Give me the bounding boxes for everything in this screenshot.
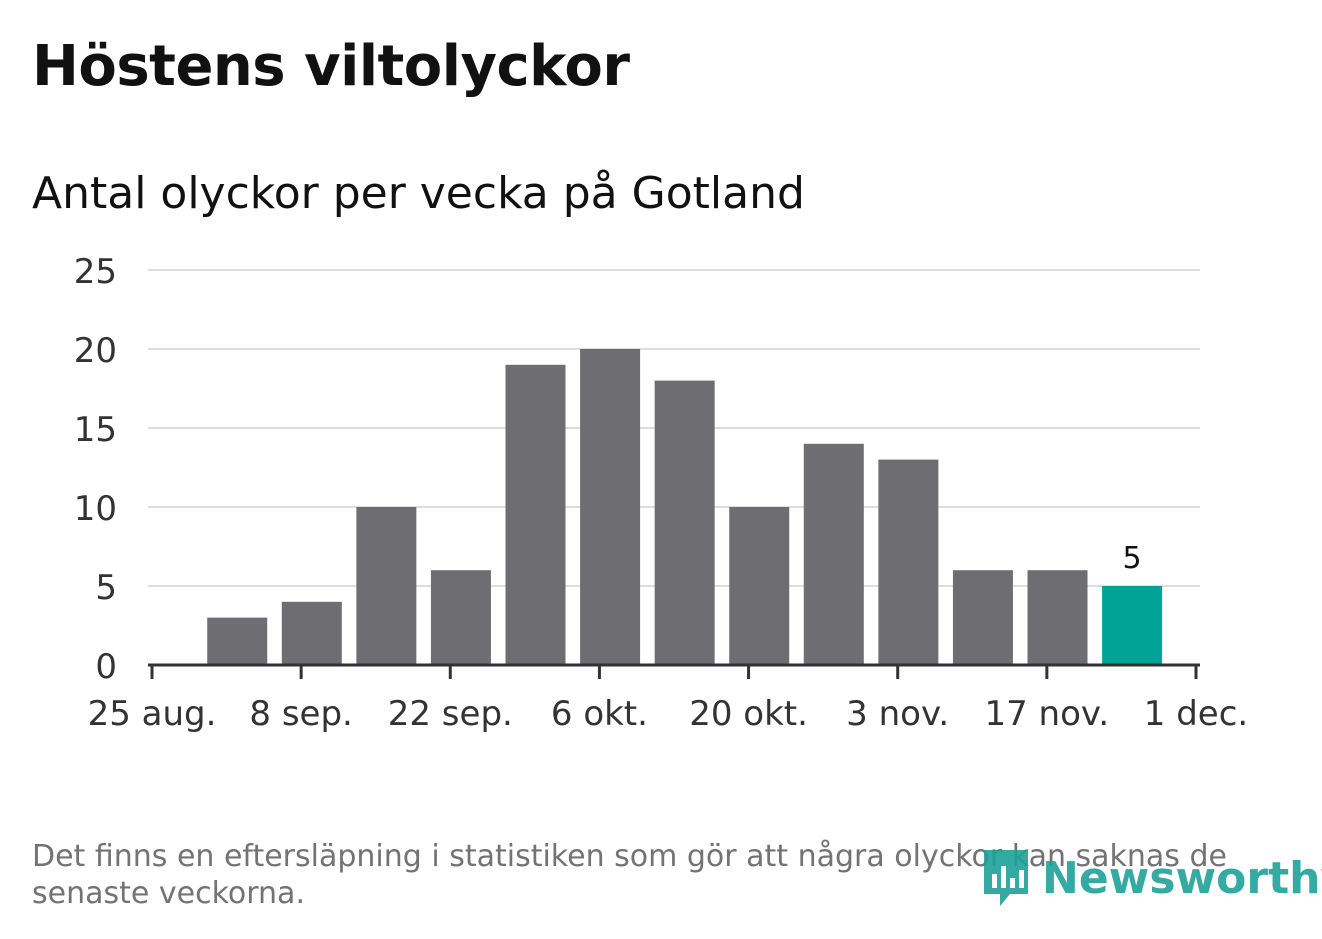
newsworthy-logo-icon (984, 850, 1028, 906)
x-tick-label: 6 okt. (551, 694, 648, 734)
y-tick-label: 10 (74, 489, 117, 529)
brand-name: Newsworthy (1042, 852, 1322, 904)
bar (430, 570, 491, 665)
y-tick-label: 5 (95, 568, 117, 608)
x-tick-label: 17 nov. (984, 694, 1109, 734)
bar-highlight (1102, 586, 1163, 665)
y-tick-label: 15 (74, 410, 117, 450)
data-label: 5 (1123, 541, 1142, 576)
x-tick-label: 20 okt. (689, 694, 808, 734)
y-tick-label: 0 (95, 647, 117, 687)
x-tick-label: 22 sep. (388, 694, 513, 734)
bar (654, 380, 715, 665)
brand-logo: Newsworthy (980, 846, 1322, 910)
chart-subtitle: Antal olyckor per vecka på Gotland (32, 168, 805, 219)
bar (505, 364, 566, 665)
bar (952, 570, 1013, 665)
bar (580, 349, 641, 665)
bar (803, 443, 864, 665)
x-tick-label: 25 aug. (88, 694, 217, 734)
bar (878, 459, 939, 665)
bar (729, 507, 790, 665)
chart-title: Höstens viltolyckor (32, 34, 630, 99)
bar-chart: 0 5 10 15 20 25 5 25 aug. 8 sep. 22 sep. 6 okt. 20 … (74, 252, 1248, 734)
bar (356, 507, 417, 665)
y-tick-label: 20 (74, 331, 117, 371)
x-tick-label: 3 nov. (846, 694, 949, 734)
x-tick-label: 8 sep. (249, 694, 352, 734)
bar (281, 601, 342, 665)
bar (1027, 570, 1088, 665)
x-tick-label: 1 dec. (1144, 694, 1248, 734)
bar (207, 617, 268, 665)
y-tick-label: 25 (74, 252, 117, 292)
